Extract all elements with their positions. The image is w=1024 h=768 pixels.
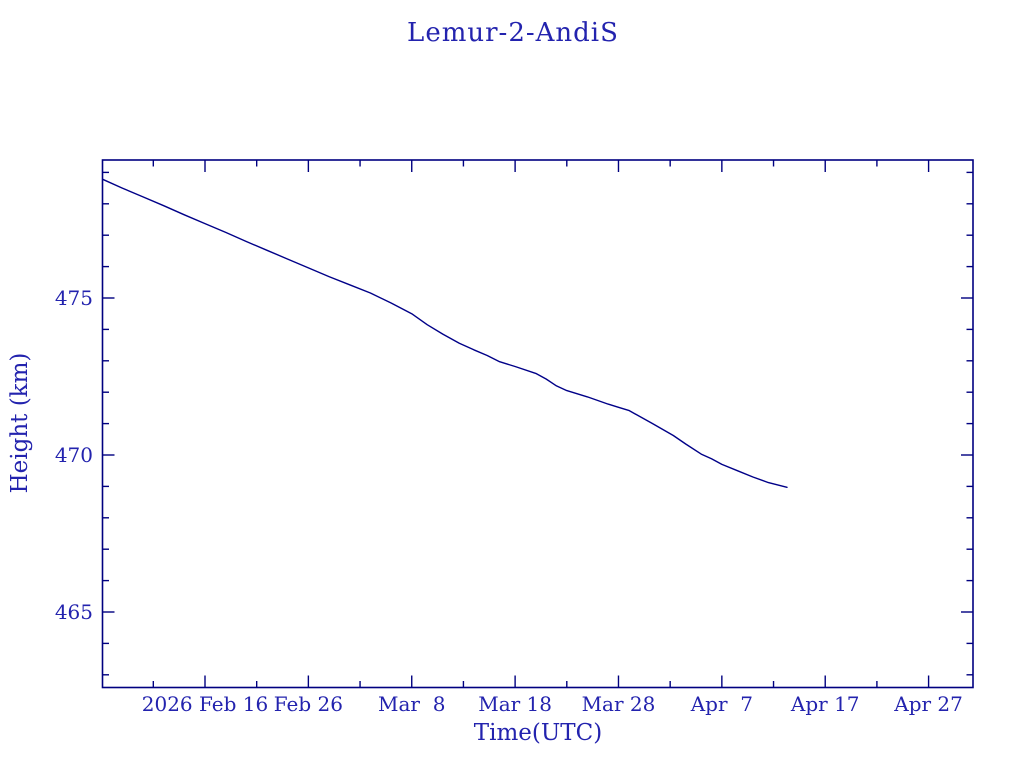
y-tick-label: 475 [55,286,93,310]
x-tick-label: Apr 7 [690,692,753,716]
chart-title: Lemur-2-AndiS [407,18,619,48]
x-axis-title: Time(UTC) [473,720,603,746]
x-tick-label: 2026 Feb 16 [142,692,268,716]
x-tick-label: Mar 18 [478,692,552,716]
x-tick-label: Mar 8 [378,692,445,716]
x-tick-label: Apr 17 [790,692,860,716]
x-tick-label: Feb 26 [274,692,343,716]
y-tick-label: 470 [55,443,93,467]
height-decay-line [101,178,788,488]
y-tick-label: 465 [55,600,93,624]
plot-frame [101,159,974,689]
x-tick-label: Mar 28 [582,692,656,716]
x-tick-label: Apr 27 [893,692,963,716]
y-axis-title: Height (km) [7,352,33,494]
